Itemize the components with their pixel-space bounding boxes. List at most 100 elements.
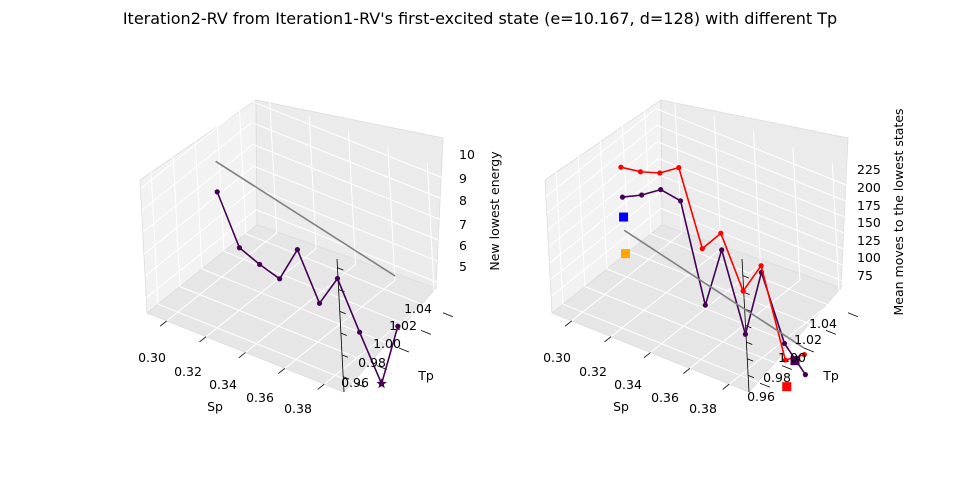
z-tick-label: 6 — [459, 238, 467, 253]
z-grid-line — [145, 209, 454, 299]
x-tick-label: 0.38 — [689, 401, 717, 416]
data-point — [719, 247, 725, 253]
z-tick-label: 9 — [459, 171, 467, 186]
x-tick-label: 0.34 — [209, 377, 237, 392]
x-tick-mark — [238, 352, 246, 359]
z-tick-mark — [340, 332, 347, 336]
z-tick-mark — [343, 376, 350, 380]
square-marker — [619, 212, 629, 222]
y-tick-mark — [781, 365, 792, 370]
x-grid-line — [166, 99, 278, 322]
x-tick-label: 0.30 — [138, 350, 166, 365]
z-grid-line — [144, 187, 453, 277]
z-tick-mark — [746, 341, 753, 345]
y-tick-mark — [442, 312, 453, 318]
x-grid-line — [323, 163, 435, 385]
z-tick-label: 75 — [857, 268, 873, 283]
data-point — [395, 323, 401, 329]
series-line — [216, 191, 399, 385]
z-tick-label: 8 — [459, 193, 467, 208]
figure-title: Iteration2-RV from Iteration1-RV's first… — [123, 9, 837, 28]
x-tick-mark — [317, 383, 325, 390]
x-grid-line — [205, 115, 317, 338]
z-grid-line — [142, 143, 450, 233]
data-point — [718, 230, 724, 236]
z-tick-label: 7 — [459, 217, 467, 232]
data-point — [801, 352, 807, 358]
z-tick-label: 200 — [857, 180, 881, 195]
grid-lines — [140, 99, 454, 393]
subplot-energy: 0.30 0.32 0.34 0.36 0.38 Sp 0.96 0.98 1.… — [138, 99, 502, 416]
x-tick-label: 0.38 — [284, 401, 312, 416]
y-grid-line — [599, 135, 805, 349]
z-grid-line — [143, 165, 452, 255]
x-grid-line — [689, 147, 801, 369]
data-point — [257, 261, 263, 267]
z-grid-line — [547, 141, 855, 231]
y-tick-mark — [759, 382, 770, 388]
z-axis-label: Mean moves to the lowest states — [891, 108, 906, 315]
y-tick-mark — [825, 330, 836, 335]
x-axis-label: Sp — [613, 399, 629, 414]
floor-pane — [146, 224, 437, 393]
y-tick-mark — [847, 312, 858, 318]
data-point — [639, 192, 645, 198]
square-marker — [620, 249, 630, 259]
series-layer — [214, 160, 401, 389]
y-grid-line — [238, 100, 444, 314]
y-tick-label: 1.02 — [389, 318, 417, 333]
x-tick-mark — [604, 336, 612, 343]
data-point — [677, 198, 684, 204]
series-line — [620, 166, 805, 361]
x-tick-label: 0.32 — [174, 364, 202, 379]
z-tick-label: 10 — [459, 147, 475, 162]
x-tick-mark — [159, 320, 167, 327]
x-grid-line — [728, 163, 840, 385]
y-tick-label: 0.98 — [358, 355, 386, 370]
x-tick-mark — [683, 367, 691, 374]
z-axis-label: New lowest energy — [487, 151, 502, 271]
z-axis-spine — [741, 258, 750, 393]
z-tick-mark — [742, 275, 749, 279]
y-tick-mark — [803, 347, 814, 353]
y-grid-line — [555, 171, 761, 384]
y-tick-label: 1.02 — [794, 332, 822, 347]
y-grid-line — [150, 171, 356, 384]
y-grid-line — [643, 100, 849, 314]
data-point — [236, 245, 243, 251]
x-axis-label: Sp — [207, 399, 223, 414]
z-grid-line — [140, 100, 448, 190]
z-tick-mark — [747, 358, 754, 362]
data-point — [742, 331, 749, 337]
data-point — [637, 169, 644, 175]
y-grid-line — [172, 153, 378, 367]
y-tick-mark — [398, 347, 409, 353]
z-grid-line — [550, 207, 859, 297]
data-point — [294, 247, 301, 253]
data-point — [214, 189, 220, 195]
data-point — [802, 372, 809, 378]
z-tick-label: 125 — [857, 233, 881, 248]
z-tick-mark — [745, 325, 752, 329]
z-tick-label: 225 — [857, 162, 881, 177]
data-point — [699, 246, 705, 252]
data-point — [619, 194, 626, 200]
x-tick-label: 0.36 — [246, 390, 274, 405]
x-tick-mark — [722, 383, 730, 390]
data-point — [277, 276, 283, 282]
data-point — [782, 357, 788, 363]
data-point — [758, 263, 764, 269]
y-grid-line — [216, 118, 422, 331]
y-tick-label: 0.98 — [763, 370, 791, 385]
x-tick-mark — [564, 320, 572, 327]
y-axis-label: Tp — [822, 368, 839, 383]
square-marker — [782, 382, 792, 392]
x-tick-label: 0.36 — [651, 390, 679, 405]
data-point — [618, 164, 624, 170]
series-line — [622, 188, 807, 376]
y-tick-label: 1.00 — [778, 350, 806, 365]
data-point — [316, 300, 323, 306]
data-point — [702, 302, 708, 308]
best-point-star — [376, 378, 387, 389]
z-tick-mark — [339, 310, 346, 315]
